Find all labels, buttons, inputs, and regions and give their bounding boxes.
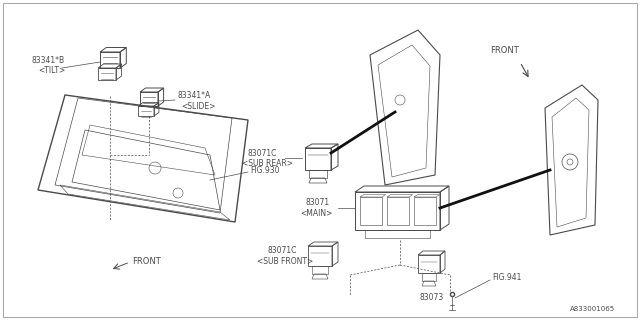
- Text: 83073: 83073: [420, 293, 444, 302]
- Text: <SUB FRONT>: <SUB FRONT>: [257, 257, 313, 266]
- Text: FRONT: FRONT: [490, 45, 519, 54]
- Text: FIG.930: FIG.930: [250, 165, 280, 174]
- Text: FRONT: FRONT: [132, 258, 161, 267]
- Text: <SLIDE>: <SLIDE>: [181, 101, 216, 110]
- Text: 83341*A: 83341*A: [178, 91, 211, 100]
- Text: 83071C: 83071C: [248, 148, 277, 157]
- Text: FIG.941: FIG.941: [492, 274, 522, 283]
- Text: A833001065: A833001065: [570, 306, 615, 312]
- Text: <TILT>: <TILT>: [38, 66, 65, 75]
- Text: 83071C: 83071C: [267, 245, 296, 254]
- Text: 83071: 83071: [305, 197, 329, 206]
- Text: <MAIN>: <MAIN>: [300, 209, 332, 218]
- Text: <SUB REAR>: <SUB REAR>: [242, 158, 293, 167]
- Text: 83341*B: 83341*B: [32, 55, 65, 65]
